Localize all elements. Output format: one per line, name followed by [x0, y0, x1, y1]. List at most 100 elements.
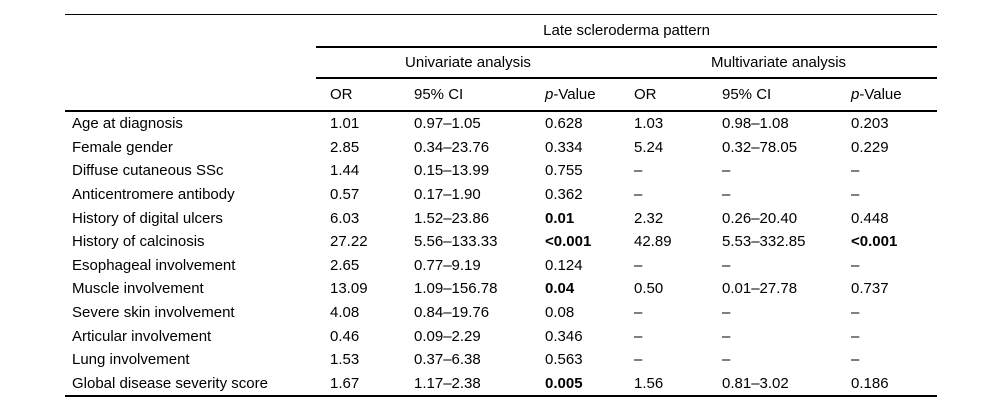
uni-p-cell: 0.563 [545, 351, 583, 369]
group-header-multivariate: Multivariate analysis [620, 47, 938, 79]
group-header-row: Univariate analysis Multivariate analysi… [65, 47, 938, 79]
uni-or-cell: 0.57 [330, 186, 360, 204]
multi-or-cell: 42.89 [634, 233, 672, 251]
uni-ci-cell: 0.37–6.38 [414, 351, 481, 369]
uni-ci-cell: 0.77–9.19 [414, 256, 481, 274]
multi-or-cell: 2.32 [634, 209, 664, 227]
multi-ci-cell: 0.01–27.78 [722, 280, 798, 298]
multi-p-cell: 0.448 [851, 209, 889, 227]
uni-ci-cell: 0.84–19.76 [414, 304, 490, 322]
multi-ci-cell: 0.81–3.02 [722, 374, 789, 392]
multi-p-cell: 0.229 [851, 138, 889, 156]
row-label: Global disease severity score [72, 374, 268, 392]
table-row: History of digital ulcers 6.03 1.52–23.8… [65, 206, 937, 230]
uni-ci-cell: 1.09–156.78 [414, 280, 498, 298]
multi-p-cell: – [851, 162, 860, 180]
uni-p-cell: 0.04 [545, 280, 575, 298]
multi-or-cell: – [634, 256, 643, 274]
multi-ci-cell: – [722, 304, 731, 322]
uni-p-cell: 0.005 [545, 374, 583, 392]
multi-or-cell: 0.50 [634, 280, 664, 298]
uni-p-cell: 0.01 [545, 209, 575, 227]
uni-or-cell: 1.67 [330, 374, 360, 392]
empty-cell [65, 78, 316, 112]
uni-or-cell: 1.53 [330, 351, 360, 369]
multi-p-cell: 0.737 [851, 280, 889, 298]
multi-ci-cell: – [722, 162, 731, 180]
row-label: Female gender [72, 138, 173, 156]
uni-or-cell: 1.01 [330, 115, 360, 133]
col-header-uni-pvalue: p-Value [531, 78, 620, 112]
multi-p-cell: – [851, 351, 860, 369]
col-header-multi-or: OR [620, 78, 708, 112]
col-header-uni-ci: 95% CI [400, 78, 531, 112]
multi-ci-cell: 5.53–332.85 [722, 233, 806, 251]
uni-or-cell: 1.44 [330, 162, 360, 180]
uni-or-cell: 27.22 [330, 233, 368, 251]
table-row: Lung involvement 1.53 0.37–6.38 0.563 – … [65, 348, 937, 372]
multi-ci-cell: 0.98–1.08 [722, 115, 789, 133]
p-value-suffix: -Value [553, 86, 596, 103]
uni-p-cell: <0.001 [545, 233, 592, 251]
multi-p-cell: 0.186 [851, 374, 889, 392]
table-row: Severe skin involvement 4.08 0.84–19.76 … [65, 301, 937, 325]
row-label: History of calcinosis [72, 233, 205, 251]
uni-or-cell: 2.85 [330, 138, 360, 156]
uni-ci-cell: 5.56–133.33 [414, 233, 498, 251]
uni-p-cell: 0.08 [545, 304, 575, 322]
row-label: Age at diagnosis [72, 115, 183, 133]
multi-p-cell: <0.001 [851, 233, 898, 251]
multi-or-cell: 1.56 [634, 374, 664, 392]
table-row: Global disease severity score 1.67 1.17–… [65, 372, 937, 397]
multi-ci-cell: – [722, 186, 731, 204]
table-row: Female gender 2.85 0.34–23.76 0.334 5.24… [65, 136, 937, 160]
table-row: Diffuse cutaneous SSc 1.44 0.15–13.99 0.… [65, 159, 937, 183]
p-value-suffix: -Value [859, 86, 902, 103]
uni-or-cell: 13.09 [330, 280, 368, 298]
uni-or-cell: 0.46 [330, 327, 360, 345]
uni-ci-cell: 1.17–2.38 [414, 374, 481, 392]
multi-ci-cell: – [722, 327, 731, 345]
multi-or-cell: – [634, 162, 643, 180]
multi-p-cell: – [851, 304, 860, 322]
p-italic: p [851, 86, 860, 103]
multi-or-cell: – [634, 186, 643, 204]
uni-or-cell: 6.03 [330, 209, 360, 227]
multi-p-cell: – [851, 327, 860, 345]
multi-ci-cell: – [722, 351, 731, 369]
multi-ci-cell: 0.26–20.40 [722, 209, 798, 227]
multi-or-cell: 5.24 [634, 138, 664, 156]
uni-p-cell: 0.346 [545, 327, 583, 345]
uni-p-cell: 0.362 [545, 186, 583, 204]
uni-ci-cell: 0.97–1.05 [414, 115, 481, 133]
uni-p-cell: 0.334 [545, 138, 583, 156]
table-row: Articular involvement 0.46 0.09–2.29 0.3… [65, 324, 937, 348]
table-title-row: Late scleroderma pattern [65, 14, 938, 48]
uni-ci-cell: 0.34–23.76 [414, 138, 490, 156]
table-row: Muscle involvement 13.09 1.09–156.78 0.0… [65, 277, 937, 301]
table-row: Esophageal involvement 2.65 0.77–9.19 0.… [65, 254, 937, 278]
uni-or-cell: 2.65 [330, 256, 360, 274]
empty-corner-cell [65, 15, 316, 48]
row-label: Muscle involvement [72, 280, 204, 298]
table-title: Late scleroderma pattern [316, 14, 938, 48]
p-italic: p [545, 86, 554, 103]
scleroderma-regression-table: Late scleroderma pattern Univariate anal… [65, 14, 938, 398]
multi-ci-cell: – [722, 256, 731, 274]
uni-ci-cell: 0.17–1.90 [414, 186, 481, 204]
multi-p-cell: 0.203 [851, 115, 889, 133]
col-header-uni-or: OR [316, 78, 400, 112]
uni-or-cell: 4.08 [330, 304, 360, 322]
multi-or-cell: 1.03 [634, 115, 664, 133]
multi-ci-cell: 0.32–78.05 [722, 138, 798, 156]
multi-p-cell: – [851, 186, 860, 204]
multi-p-cell: – [851, 256, 860, 274]
column-header-row: OR 95% CI p-Value OR 95% CI p-Value [65, 78, 938, 112]
uni-ci-cell: 1.52–23.86 [414, 209, 490, 227]
multi-or-cell: – [634, 304, 643, 322]
col-header-multi-ci: 95% CI [708, 78, 837, 112]
uni-p-cell: 0.755 [545, 162, 583, 180]
row-label: History of digital ulcers [72, 209, 223, 227]
uni-p-cell: 0.628 [545, 115, 583, 133]
